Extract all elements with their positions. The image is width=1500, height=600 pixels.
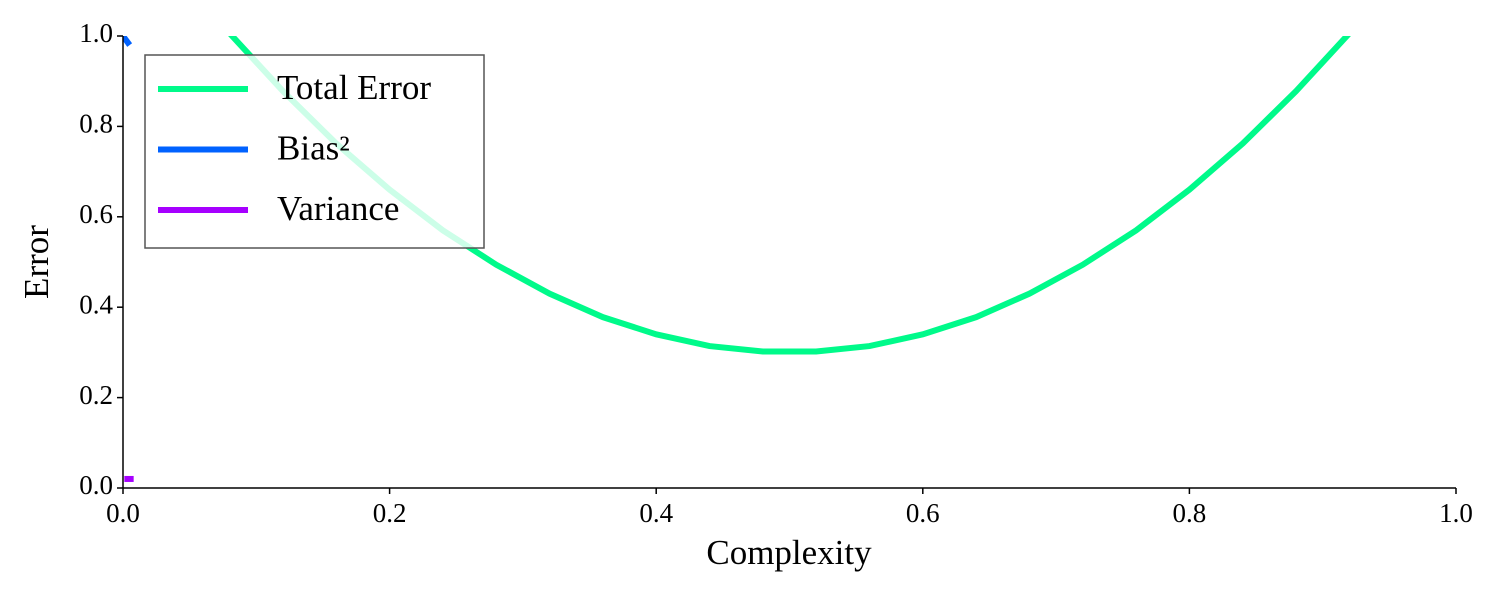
x-tick-label: 1.0 — [1439, 498, 1473, 528]
legend-label: Variance — [277, 189, 399, 228]
y-tick-label: 0.4 — [79, 289, 113, 319]
x-tick-label: 0.8 — [1173, 498, 1207, 528]
x-tick-label: 0.4 — [639, 498, 673, 528]
x-tick-label: 0.6 — [906, 498, 940, 528]
y-tick-label: 0.8 — [79, 109, 113, 139]
legend-label: Bias² — [277, 129, 350, 168]
y-axis-label: Error — [17, 225, 56, 299]
y-tick-label: 1.0 — [79, 18, 113, 48]
legend-label: Total Error — [277, 68, 431, 107]
legend: Total Error Bias² Variance — [144, 54, 485, 249]
y-tick-label: 0.2 — [79, 380, 113, 410]
y-tick-label: 0.0 — [79, 470, 113, 500]
line — [123, 36, 133, 47]
x-tick-label: 0.2 — [373, 498, 407, 528]
x-axis-label: Complexity — [706, 533, 872, 572]
y-tick-label: 0.6 — [79, 199, 113, 229]
x-tick-label: 0.0 — [106, 498, 140, 528]
